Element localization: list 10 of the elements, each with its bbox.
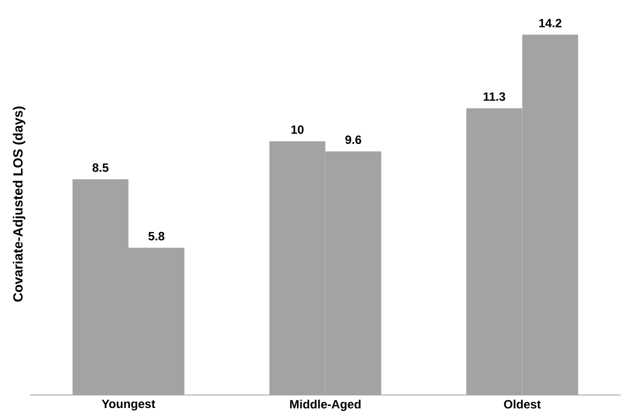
data-label: 8.5	[92, 163, 108, 172]
data-label: 5.8	[148, 232, 164, 240]
x-tick-label: Youngest	[102, 400, 156, 411]
data-label: 10	[291, 125, 304, 134]
data-label: 9.6	[345, 135, 362, 144]
x-tick-label: Oldest	[504, 400, 541, 409]
data-label: 11.3	[484, 92, 506, 101]
y-axis-title: Covariate-Adjusted LOS (days)	[12, 106, 26, 302]
data-label: 14.2	[539, 18, 562, 28]
x-tick-label: Middle-Aged	[290, 400, 361, 411]
